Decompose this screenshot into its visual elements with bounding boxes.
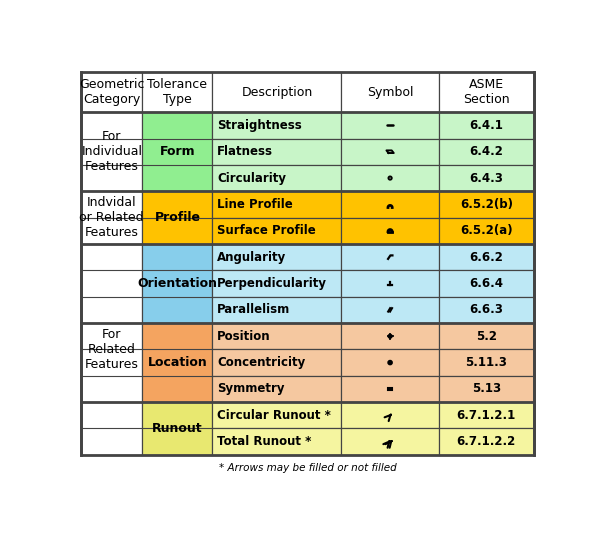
Text: Total Runout *: Total Runout *	[217, 435, 311, 448]
Text: 6.5.2(b): 6.5.2(b)	[460, 198, 513, 211]
Text: Form: Form	[160, 145, 195, 158]
Text: 6.4.2: 6.4.2	[469, 145, 503, 158]
Bar	[341, 350, 439, 376]
Text: Orientation: Orientation	[137, 277, 217, 290]
Text: 6.4.1: 6.4.1	[469, 119, 503, 132]
Bar	[142, 402, 212, 455]
Bar	[212, 191, 341, 217]
Bar	[341, 191, 439, 217]
Bar	[212, 376, 341, 402]
Bar	[439, 270, 534, 296]
Bar	[341, 323, 439, 350]
Bar	[439, 191, 534, 217]
Bar	[439, 402, 534, 429]
Text: Circular Runout *: Circular Runout *	[217, 409, 331, 422]
Text: 5.2: 5.2	[476, 330, 497, 343]
Bar	[142, 191, 212, 244]
Bar	[341, 112, 439, 139]
Bar	[212, 112, 341, 139]
Bar	[439, 244, 534, 270]
Text: 6.4.3: 6.4.3	[469, 172, 503, 185]
Bar	[142, 323, 212, 402]
Text: 6.6.2: 6.6.2	[469, 251, 503, 264]
Bar	[212, 429, 341, 455]
Bar	[212, 402, 341, 429]
Bar	[341, 402, 439, 429]
Bar	[341, 270, 439, 296]
Text: Tolerance
Type: Tolerance Type	[148, 78, 208, 106]
Bar	[439, 350, 534, 376]
Bar	[212, 244, 341, 270]
Bar	[439, 376, 534, 402]
Text: Flatness: Flatness	[217, 145, 273, 158]
Bar	[212, 270, 341, 296]
Bar	[81, 191, 142, 244]
Bar	[212, 139, 341, 165]
Text: Surface Profile: Surface Profile	[217, 224, 316, 237]
Bar	[142, 244, 212, 323]
Bar	[212, 165, 341, 191]
Bar	[81, 244, 142, 455]
Text: 6.7.1.2.1: 6.7.1.2.1	[457, 409, 516, 422]
Text: Location: Location	[148, 356, 207, 369]
Bar	[439, 139, 534, 165]
Text: For
Related
Features: For Related Features	[85, 328, 139, 371]
Bar	[341, 244, 439, 270]
Text: Symbol: Symbol	[367, 86, 413, 99]
Text: Circularity: Circularity	[217, 172, 286, 185]
Bar	[341, 139, 439, 165]
Bar	[212, 323, 341, 350]
Bar	[212, 350, 341, 376]
Text: For
Individual
Features: For Individual Features	[81, 130, 142, 173]
Text: ASME
Section: ASME Section	[463, 78, 509, 106]
Bar	[341, 296, 439, 323]
Text: Parallelism: Parallelism	[217, 303, 290, 316]
Bar	[212, 72, 341, 112]
Text: Description: Description	[241, 86, 313, 99]
Bar	[212, 217, 341, 244]
Bar	[439, 217, 534, 244]
Text: Perpendicularity: Perpendicularity	[217, 277, 327, 290]
Bar	[341, 217, 439, 244]
Text: Indvidal
or Related
Features: Indvidal or Related Features	[79, 196, 144, 239]
Text: * Arrows may be filled or not filled: * Arrows may be filled or not filled	[218, 463, 397, 473]
Bar	[341, 429, 439, 455]
Text: 5.13: 5.13	[472, 382, 501, 395]
Text: 6.5.2(a): 6.5.2(a)	[460, 224, 512, 237]
Text: 6.7.1.2.2: 6.7.1.2.2	[457, 435, 516, 448]
Bar	[142, 72, 212, 112]
Text: Angularity: Angularity	[217, 251, 286, 264]
Text: Symmetry: Symmetry	[217, 382, 284, 395]
Text: Line Profile: Line Profile	[217, 198, 293, 211]
Text: 5.11.3: 5.11.3	[466, 356, 507, 369]
Bar	[439, 296, 534, 323]
Bar	[142, 112, 212, 191]
Bar	[341, 165, 439, 191]
Bar	[439, 72, 534, 112]
Text: 6.6.3: 6.6.3	[469, 303, 503, 316]
Bar	[439, 112, 534, 139]
Bar	[341, 376, 439, 402]
Bar	[439, 429, 534, 455]
Bar	[341, 72, 439, 112]
Text: 6.6.4: 6.6.4	[469, 277, 503, 290]
Text: Position: Position	[217, 330, 271, 343]
Bar	[439, 165, 534, 191]
Text: Runout: Runout	[152, 422, 203, 435]
Text: Geometric
Category: Geometric Category	[79, 78, 145, 106]
Bar	[81, 72, 142, 112]
Text: Straightness: Straightness	[217, 119, 302, 132]
Bar	[439, 323, 534, 350]
Bar	[81, 112, 142, 191]
Text: Concentricity: Concentricity	[217, 356, 305, 369]
Text: Profile: Profile	[154, 211, 200, 224]
Bar	[212, 296, 341, 323]
